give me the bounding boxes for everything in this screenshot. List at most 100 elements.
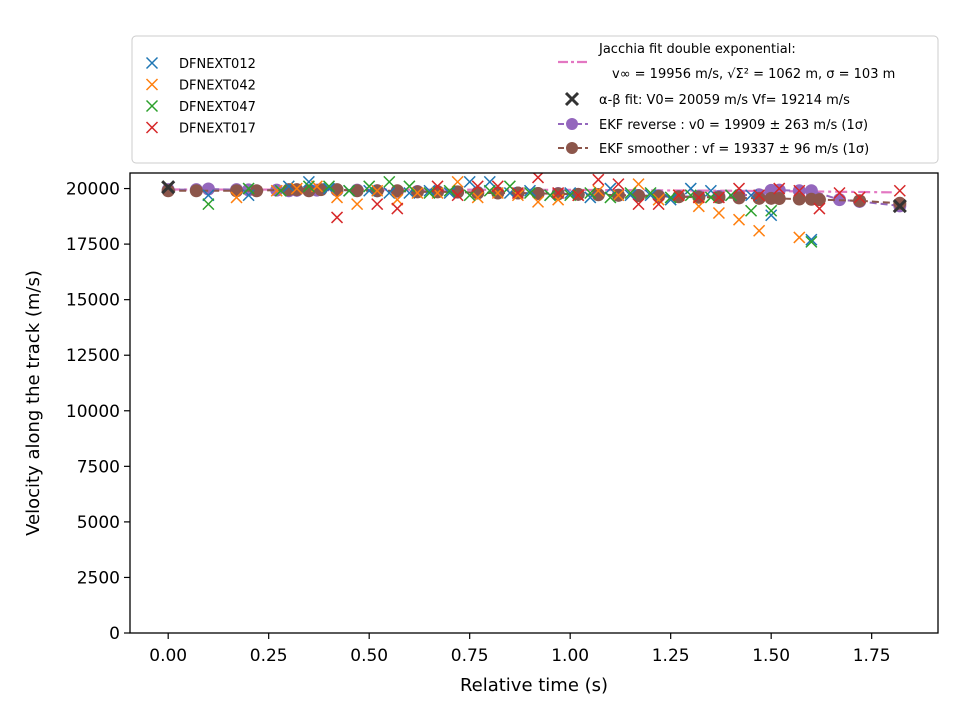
dfnext012-point [383, 186, 396, 200]
dfnext017-point [552, 186, 565, 200]
ekf-smoother-point [161, 184, 175, 198]
dfnext047-point [604, 191, 617, 204]
dfnext047-point [544, 189, 557, 202]
dfnext017-point [371, 198, 384, 211]
legend-label-dfnext012: DFNEXT012 [179, 57, 256, 72]
dfnext042-point [753, 224, 766, 237]
ekf-smoother-point [302, 184, 316, 198]
axes: 0.00 0.25 0.50 0.75 1.00 1.25 1.50 1.75 0 2500 500… [23, 172, 939, 696]
y-axis-label: Velocity along the track (m/s) [23, 270, 44, 536]
legend-label-jacchia-params: v∞ = 19956 m/s, √Σ² = 1062 m, σ = 103 m [612, 67, 895, 82]
legend-label-dfnext017: DFNEXT017 [179, 122, 256, 137]
legend-box [131, 35, 939, 164]
dfnext042-point [270, 184, 283, 197]
plot-content [161, 173, 907, 248]
dfnext047-point [684, 189, 697, 202]
ab-fit-point [161, 180, 176, 195]
dfnext012-point [202, 189, 215, 202]
dfnext042-point [471, 191, 484, 204]
dfnext042-point [290, 182, 303, 195]
legend: DFNEXT012 DFNEXT042 DFNEXT047 DFNEXT017 Jacc… [131, 35, 939, 164]
dfnext017-point [773, 182, 786, 195]
legend-label-ab-fit: α-β fit: V0= 20059 m/s Vf= 19214 m/s [599, 93, 850, 108]
dfnext012-point [805, 233, 818, 246]
dfnext047-point [745, 204, 758, 217]
dfnext017-point [672, 189, 685, 202]
dfnext042-point [351, 198, 364, 211]
x-tick-label: 1.00 [551, 646, 589, 666]
ekf-smoother-point [350, 184, 364, 198]
dfnext012-point [463, 175, 476, 188]
dfnext042-point [692, 200, 705, 213]
plot-area [161, 173, 907, 248]
ekf-smoother-point [290, 183, 304, 197]
ab-fit-point [892, 198, 907, 214]
dfnext047-point [383, 175, 396, 188]
ekf-smoother-point [732, 191, 746, 205]
dfnext047-point [242, 182, 255, 195]
dfnext047-point [503, 180, 516, 193]
dfnext047-point [443, 184, 456, 197]
x-tick-label: 0.25 [250, 646, 288, 666]
dfnext047-point [343, 184, 356, 197]
dfnext042-point [712, 206, 725, 220]
legend-label-ekf-smoother: EKF smoother : vf = 19337 ± 96 m/s (1σ) [599, 142, 869, 157]
dfnext017-point [753, 189, 766, 202]
ekf-smoother-point [531, 186, 545, 200]
ekf-smoother-point [230, 184, 244, 198]
plot-frame [129, 172, 939, 634]
y-tick-label: 10000 [66, 402, 120, 422]
dfnext047-point [724, 189, 738, 202]
dfnext017-point [612, 178, 625, 191]
ekf-smoother-point [189, 184, 203, 198]
dfnext017-point [853, 191, 866, 204]
dfnext012-point [564, 186, 577, 200]
x-tick-label: 1.75 [853, 646, 891, 666]
legend-label-ekf-reverse: EKF reverse : v0 = 19909 ± 263 m/s (1σ) [599, 118, 868, 133]
y-tick-label: 7500 [77, 457, 120, 477]
dfnext017-point [471, 180, 484, 193]
y-tick-label: 0 [109, 624, 120, 644]
dfnext042-point [592, 184, 605, 197]
dfnext012-point [664, 193, 677, 206]
dfnext012-point [765, 209, 778, 222]
legend-label-dfnext042: DFNEXT042 [179, 79, 256, 94]
dfnext017-point [712, 191, 725, 204]
x-tick-label: 0.50 [350, 646, 388, 666]
dfnext042-point [411, 186, 424, 200]
legend-label-jacchia: Jacchia fit double exponential: [598, 42, 796, 57]
ekf-smoother-point [792, 192, 806, 206]
dfnext042-point [732, 213, 746, 226]
legend-marker-dfnext047 [145, 99, 159, 113]
dfnext017-point [391, 202, 404, 215]
dfnext047-point [584, 186, 597, 200]
legend-marker-dfnext042 [145, 78, 159, 91]
dfnext012-point [483, 175, 496, 188]
dfnext017-point [531, 173, 545, 184]
dfnext017-point [793, 184, 806, 197]
legend-marker-ekf-reverse [566, 118, 578, 130]
ekf-smoother-point [772, 192, 786, 206]
dfnext047-point [805, 235, 818, 248]
dfnext042-point [330, 191, 344, 204]
dfnext042-point [371, 184, 384, 197]
y-tick-label: 20000 [66, 180, 120, 200]
dfnext047-point [523, 186, 537, 200]
dfnext017-point [813, 202, 826, 215]
x-tick-label: 1.50 [752, 646, 790, 666]
legend-marker-ekf-smoother [566, 142, 578, 154]
dfnext042-point [793, 231, 806, 244]
dfnext017-point [431, 180, 444, 193]
dfnext012-point [282, 180, 295, 193]
y-tick-label: 2500 [77, 568, 120, 588]
dfnext042-point [652, 193, 665, 206]
dfnext047-point [624, 186, 637, 200]
dfnext047-point [664, 191, 677, 204]
dfnext047-point [423, 186, 436, 200]
dfnext017-point [652, 198, 665, 211]
dfnext017-point [632, 198, 645, 211]
legend-marker-dfnext012 [145, 56, 159, 70]
dfnext017-point [833, 186, 846, 200]
x-axis-label: Relative time (s) [460, 675, 608, 696]
dfnext047-point [644, 186, 657, 200]
